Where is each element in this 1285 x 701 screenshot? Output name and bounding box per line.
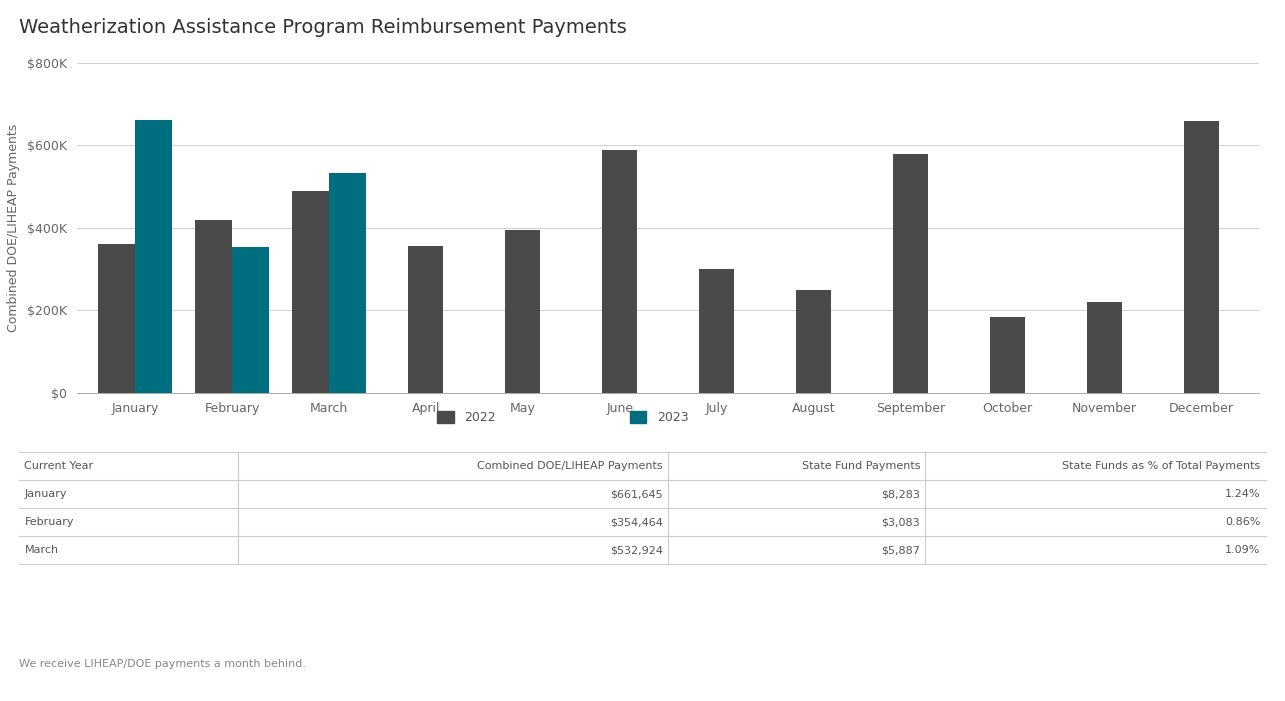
Text: Weatherization Assistance Program Reimbursement Payments: Weatherization Assistance Program Reimbu…	[19, 18, 627, 36]
Bar	[195, 219, 233, 393]
Bar	[1183, 121, 1218, 393]
Text: March: March	[24, 545, 59, 555]
Bar	[135, 120, 172, 393]
Text: We receive LIHEAP/DOE payments a month behind.: We receive LIHEAP/DOE payments a month b…	[19, 660, 306, 669]
Bar	[505, 230, 540, 393]
Text: $5,887: $5,887	[882, 545, 920, 555]
Bar	[893, 154, 928, 393]
Bar	[797, 290, 831, 393]
Text: State Fund Payments: State Fund Payments	[802, 461, 920, 471]
Text: 1.24%: 1.24%	[1225, 489, 1261, 499]
Bar	[329, 173, 366, 393]
Bar	[1087, 302, 1122, 393]
Text: January: January	[24, 489, 67, 499]
Text: $532,924: $532,924	[610, 545, 663, 555]
Bar	[409, 245, 443, 393]
Text: 0.86%: 0.86%	[1225, 517, 1261, 527]
Bar	[233, 247, 269, 393]
Bar	[292, 191, 329, 393]
Text: 1.09%: 1.09%	[1225, 545, 1261, 555]
Text: Current Year: Current Year	[24, 461, 94, 471]
Bar	[603, 149, 637, 393]
Text: $3,083: $3,083	[882, 517, 920, 527]
Text: February: February	[24, 517, 75, 527]
Bar	[699, 269, 734, 393]
Text: State Funds as % of Total Payments: State Funds as % of Total Payments	[1063, 461, 1261, 471]
Bar	[989, 317, 1025, 393]
Text: $8,283: $8,283	[882, 489, 920, 499]
Y-axis label: Combined DOE/LIHEAP Payments: Combined DOE/LIHEAP Payments	[8, 123, 21, 332]
Text: 2023: 2023	[657, 411, 689, 423]
Text: $661,645: $661,645	[610, 489, 663, 499]
Text: 2022: 2022	[464, 411, 496, 423]
Text: Combined DOE/LIHEAP Payments: Combined DOE/LIHEAP Payments	[478, 461, 663, 471]
Bar	[99, 244, 135, 393]
Text: $354,464: $354,464	[610, 517, 663, 527]
